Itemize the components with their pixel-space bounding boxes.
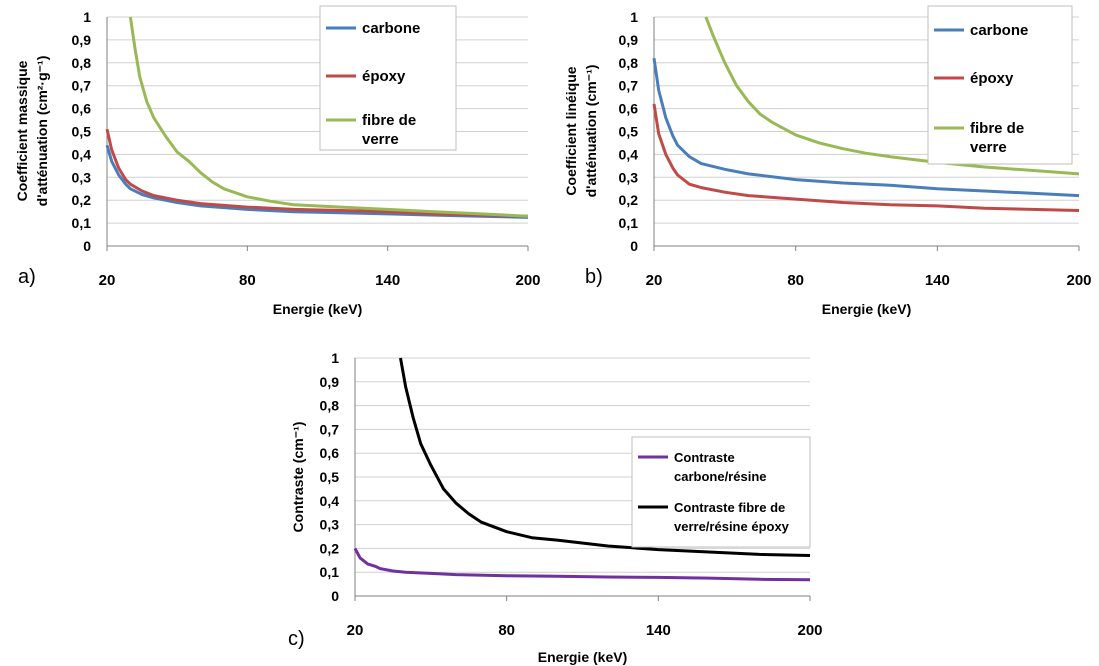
y-axis-title: d'atténuation (cm⁻¹) <box>583 65 599 198</box>
legend-box <box>927 5 1073 165</box>
y-tick-label: 0,4 <box>320 493 340 509</box>
y-axis-title: Coefficient massique <box>14 60 30 201</box>
x-tick-label: 80 <box>787 272 804 289</box>
y-tick-label: 0,2 <box>72 192 92 208</box>
legend-label: verre <box>362 131 399 148</box>
legend-label: Contraste <box>674 450 735 465</box>
series-line-0 <box>105 144 529 219</box>
x-tick-label: 140 <box>375 272 400 289</box>
y-tick-label: 0 <box>83 238 91 254</box>
y-tick-label: 0,1 <box>619 215 639 231</box>
series-line-2 <box>704 16 1080 176</box>
legend-label: carbone <box>970 22 1028 39</box>
x-tick-label: 140 <box>646 622 671 639</box>
legend-label: Contraste fibre de <box>674 500 785 515</box>
y-tick-label: 0,9 <box>619 32 639 48</box>
y-tick-label: 0 <box>630 238 638 254</box>
series-line-1 <box>399 357 811 557</box>
y-tick-label: 0,3 <box>72 169 92 185</box>
y-tick-label: 0,8 <box>72 55 92 71</box>
series-line-0 <box>652 57 1080 198</box>
legend-label: verre <box>970 139 1007 156</box>
y-tick-label: 1 <box>331 350 339 366</box>
y-tick-label: 0,1 <box>320 564 340 580</box>
y-tick-label: 0,7 <box>619 78 639 94</box>
y-tick-label: 0 <box>331 588 339 604</box>
y-tick-label: 0,6 <box>72 101 92 117</box>
y-tick-label: 0,5 <box>320 469 340 485</box>
legend-label: carbone <box>362 20 420 37</box>
series-line-1 <box>652 103 1080 212</box>
y-tick-label: 0,3 <box>619 169 639 185</box>
y-axis-title: Contraste (cm⁻¹) <box>290 422 306 533</box>
y-tick-label: 0,2 <box>320 540 340 556</box>
x-tick-label: 200 <box>515 272 540 289</box>
x-tick-label: 140 <box>925 272 950 289</box>
y-axis-title: d'atténuation (cm²·g⁻¹) <box>34 56 50 207</box>
x-tick-label: 20 <box>99 272 116 289</box>
x-tick-label: 20 <box>347 622 364 639</box>
y-tick-label: 0,8 <box>320 398 340 414</box>
chart-panel-c: 0 0,1 0,2 0,3 0,4 0,5 0,6 0,7 0,8 0,9 1 20 80 140 200 E… <box>288 350 823 665</box>
chart-panel-a: 0 0,1 0,2 0,3 0,4 0,5 0,6 0,7 0,8 0,9 1 20 80 140 200 E… <box>14 5 541 317</box>
legend-box <box>319 5 457 151</box>
y-tick-label: 0,5 <box>619 124 639 140</box>
legend-label: époxy <box>970 70 1014 87</box>
legend: Contraste carbone/résine Contraste fibre d… <box>631 436 811 548</box>
series-line-0 <box>353 547 811 582</box>
x-tick-label: 80 <box>239 272 256 289</box>
x-tick-label: 80 <box>498 622 515 639</box>
y-tick-label: 1 <box>630 9 638 25</box>
x-axis-title: Energie (keV) <box>273 301 362 317</box>
legend-box <box>631 436 811 548</box>
y-tick-label: 0,5 <box>72 124 92 140</box>
legend-label: fibre de <box>970 120 1024 137</box>
chart-panel-b: 0 0,1 0,2 0,3 0,4 0,5 0,6 0,7 0,8 0,9 1 20 80 140 200 E… <box>563 5 1092 317</box>
legend: carbone époxy fibre de verre <box>927 5 1073 165</box>
legend-label: verre/résine époxy <box>674 519 790 534</box>
y-tick-label: 0,8 <box>619 55 639 71</box>
legend-label: époxy <box>362 68 406 85</box>
y-tick-label: 0,3 <box>320 517 340 533</box>
x-tick-label: 200 <box>1066 272 1091 289</box>
y-tick-label: 0,4 <box>619 146 639 162</box>
panel-label: c) <box>288 628 305 650</box>
y-tick-label: 0,6 <box>320 445 340 461</box>
y-tick-label: 0,9 <box>320 374 340 390</box>
x-tick-label: 20 <box>646 272 663 289</box>
legend-label: fibre de <box>362 112 416 129</box>
y-tick-label: 0,7 <box>320 421 340 437</box>
legend-label: carbone/résine <box>674 469 767 484</box>
legend: carbone époxy fibre de verre <box>319 5 457 151</box>
y-axis-title: Coefficient linéique <box>563 66 579 195</box>
x-axis-title: Energie (keV) <box>538 649 627 665</box>
y-tick-label: 0,7 <box>72 78 92 94</box>
series-line-2 <box>128 16 529 218</box>
y-tick-label: 0,2 <box>619 192 639 208</box>
y-tick-label: 0,6 <box>619 101 639 117</box>
y-tick-label: 1 <box>83 9 91 25</box>
y-tick-label: 0,9 <box>72 32 92 48</box>
panel-label: b) <box>585 266 603 288</box>
y-tick-label: 0,4 <box>72 146 92 162</box>
x-tick-label: 200 <box>797 622 822 639</box>
y-tick-label: 0,1 <box>72 215 92 231</box>
x-axis-title: Energie (keV) <box>822 301 911 317</box>
panel-label: a) <box>18 266 36 288</box>
series-line-1 <box>105 128 529 218</box>
